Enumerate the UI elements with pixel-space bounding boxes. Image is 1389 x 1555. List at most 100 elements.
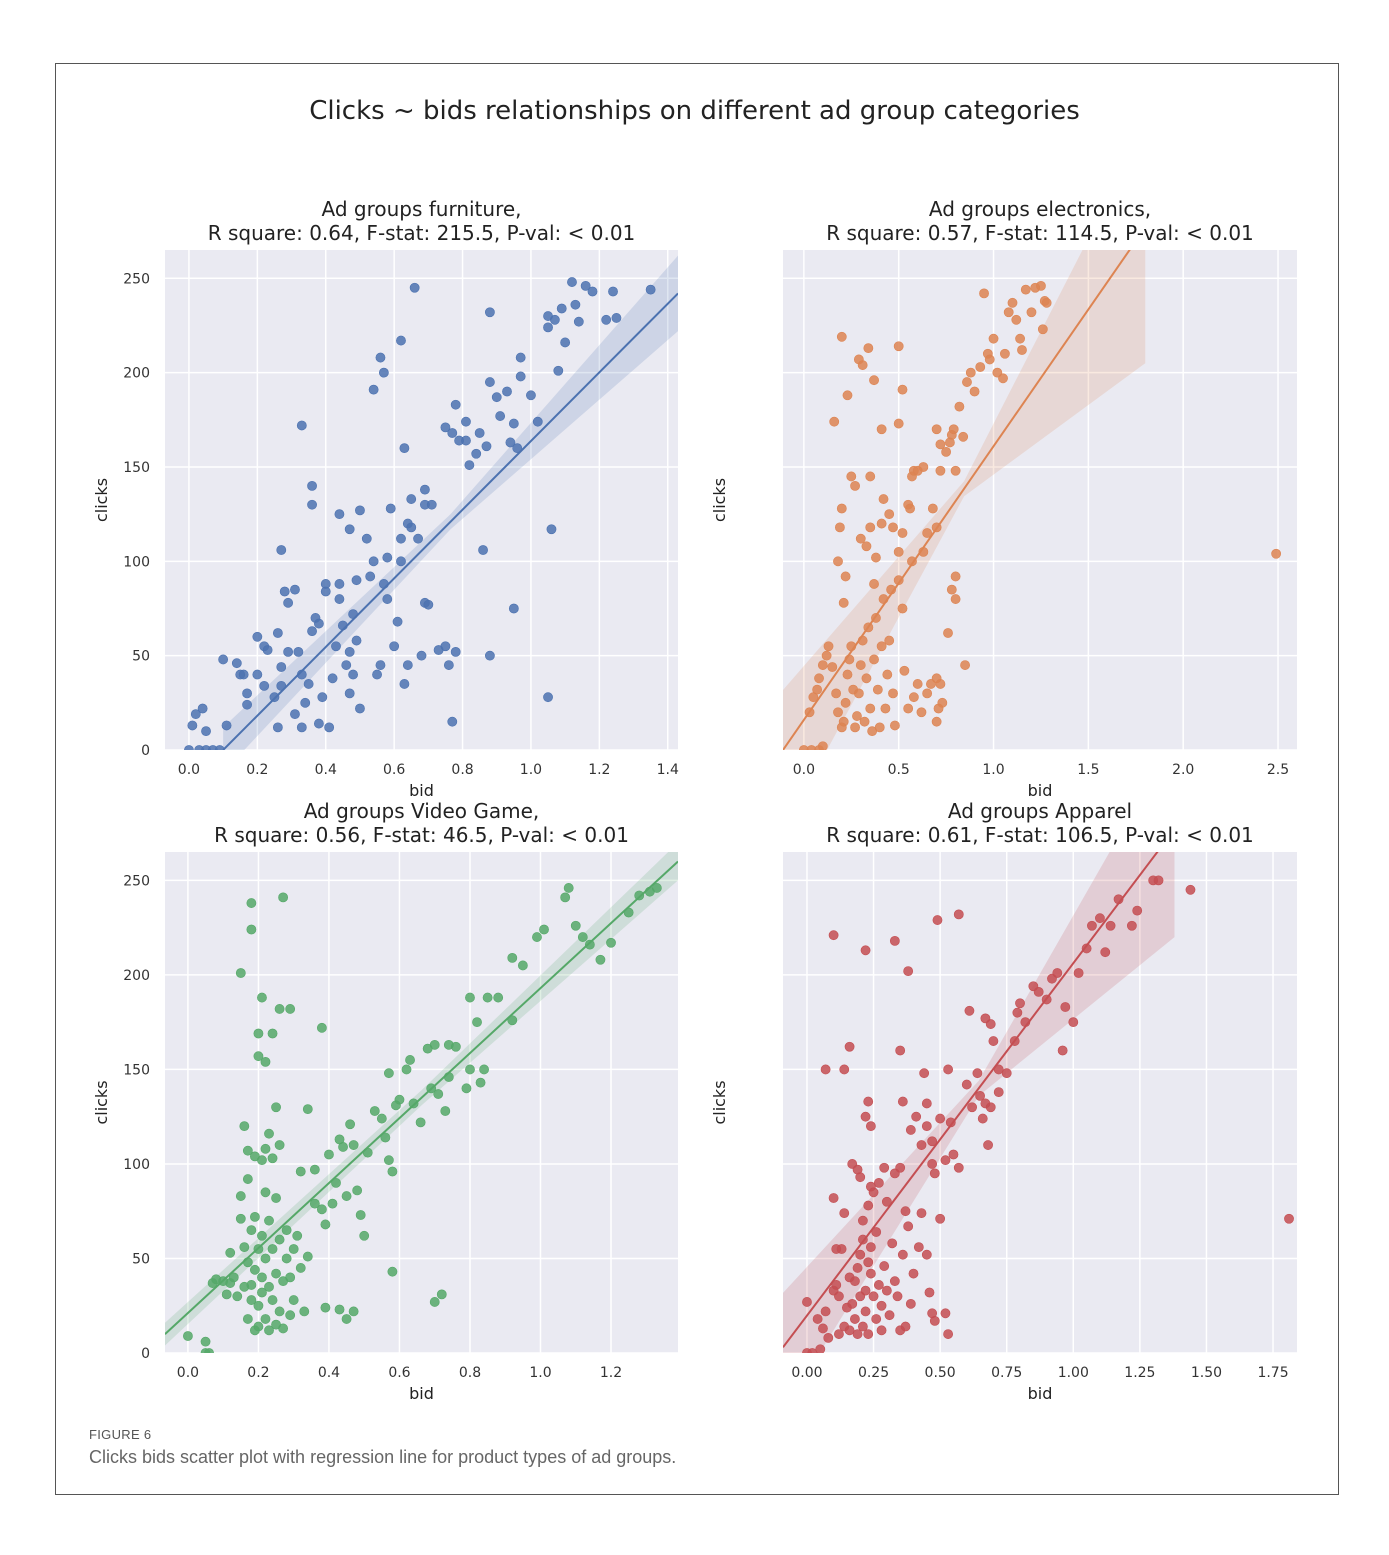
data-point <box>838 597 849 608</box>
x-tick-label: 1.25 <box>1124 1365 1155 1381</box>
data-point <box>836 503 847 514</box>
data-point <box>958 431 969 442</box>
data-point <box>246 924 257 935</box>
data-point <box>482 992 493 1003</box>
data-point <box>271 1193 281 1203</box>
data-point <box>288 1295 299 1305</box>
data-point <box>850 480 860 491</box>
data-point <box>876 424 887 435</box>
data-point <box>505 437 516 448</box>
y-tick-label: 50 <box>132 649 150 665</box>
data-point <box>865 522 876 533</box>
subplot-title-line1: Ad groups electronics, <box>928 197 1152 221</box>
data-point <box>869 654 879 665</box>
data-point <box>252 669 263 680</box>
data-point <box>853 688 864 699</box>
data-point <box>857 360 868 370</box>
data-point <box>365 571 376 582</box>
data-point <box>242 1174 253 1184</box>
data-point <box>863 1257 874 1268</box>
data-point <box>341 660 352 670</box>
data-point <box>187 720 198 731</box>
data-point <box>426 499 437 510</box>
data-point <box>317 692 328 703</box>
data-point <box>355 1210 366 1220</box>
data-point <box>865 703 876 714</box>
data-point <box>595 954 606 965</box>
data-point <box>532 416 543 427</box>
data-point <box>267 1153 278 1164</box>
data-point <box>874 722 885 733</box>
regression-line <box>783 852 1159 1348</box>
data-point <box>324 722 335 733</box>
data-point <box>385 503 396 514</box>
data-point <box>940 1308 951 1319</box>
data-point <box>829 416 840 427</box>
data-point <box>309 1198 320 1209</box>
data-point <box>828 1193 839 1203</box>
data-point <box>812 1314 823 1324</box>
data-point <box>834 1291 844 1302</box>
y-tick-label: 200 <box>123 968 150 984</box>
data-point <box>839 1064 850 1075</box>
data-point <box>338 1142 348 1152</box>
data-point <box>235 1191 246 1201</box>
data-point <box>972 1068 983 1079</box>
data-point <box>922 528 933 538</box>
data-point <box>274 1234 285 1245</box>
data-point <box>334 594 345 604</box>
data-point <box>183 1331 193 1341</box>
data-point <box>283 597 294 608</box>
data-point <box>299 1306 310 1317</box>
data-point <box>859 716 870 727</box>
data-point <box>376 1113 387 1124</box>
data-point <box>334 509 345 520</box>
data-point <box>601 314 612 325</box>
data-point <box>876 1325 887 1336</box>
data-point <box>872 684 883 695</box>
data-point <box>834 1329 844 1339</box>
data-point <box>493 992 504 1003</box>
data-point <box>272 628 283 638</box>
data-point <box>888 688 898 699</box>
data-point <box>214 745 225 750</box>
data-point <box>204 1348 214 1353</box>
data-point <box>300 697 311 708</box>
data-point <box>929 1315 940 1326</box>
x-tick-label: 1.0 <box>529 1365 551 1381</box>
x-tick-label: 1.5 <box>1077 762 1099 778</box>
data-point <box>880 703 891 714</box>
data-point <box>941 446 952 457</box>
data-point <box>368 556 379 567</box>
data-point <box>331 1177 341 1188</box>
data-point <box>979 288 989 299</box>
data-point <box>361 533 372 544</box>
data-point <box>905 1125 916 1135</box>
x-tick-label: 1.75 <box>1257 1365 1288 1381</box>
data-point <box>908 1268 919 1279</box>
data-point <box>288 1244 299 1254</box>
data-point <box>484 307 495 318</box>
data-point <box>587 286 598 297</box>
data-point <box>259 680 270 691</box>
data-point <box>842 669 853 680</box>
data-point <box>228 1272 239 1283</box>
data-point <box>1284 1213 1294 1224</box>
data-point <box>290 584 300 595</box>
data-point <box>903 966 914 977</box>
data-point <box>817 660 828 670</box>
subplot-title-line2: R square: 0.56, F-stat: 46.5, P-val: < 0… <box>214 823 629 847</box>
data-point <box>278 892 289 903</box>
data-point <box>868 1187 879 1198</box>
data-point <box>543 322 553 333</box>
data-point <box>344 646 355 657</box>
data-point <box>869 375 879 386</box>
data-point <box>260 1253 271 1264</box>
data-point <box>1000 348 1010 359</box>
data-point <box>1153 875 1164 886</box>
data-point <box>861 541 872 552</box>
x-tick-label: 0.2 <box>246 762 268 778</box>
data-point <box>876 641 887 652</box>
data-point <box>812 684 823 695</box>
data-point <box>267 1028 278 1039</box>
